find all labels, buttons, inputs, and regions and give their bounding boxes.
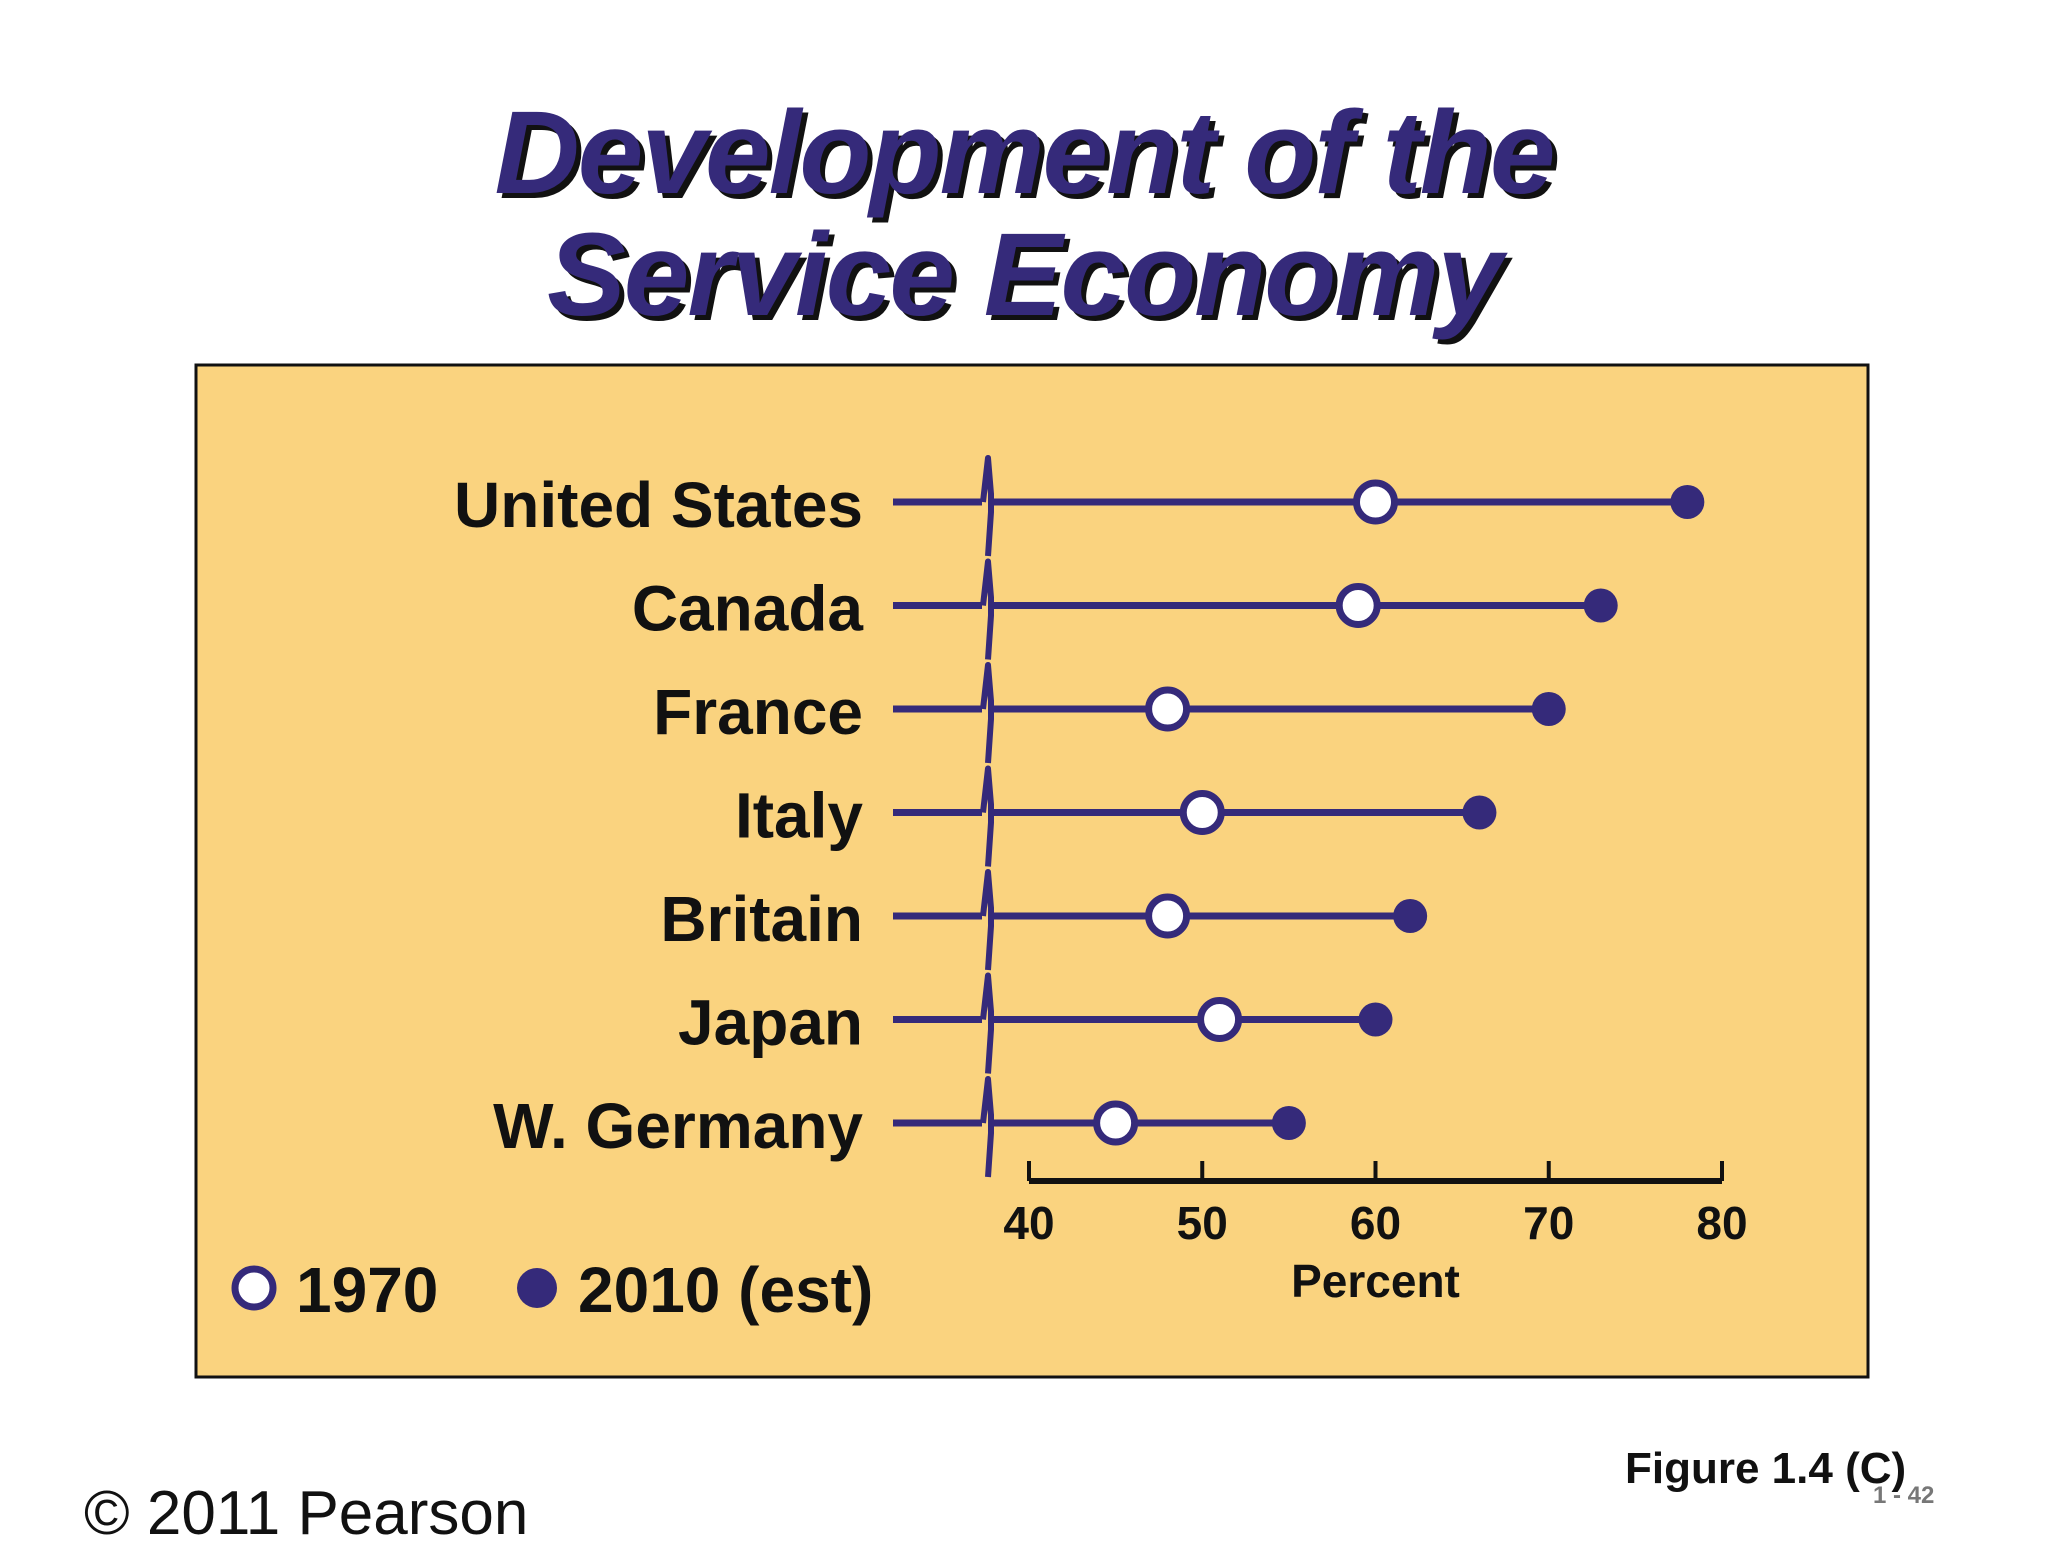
axis-break-mark <box>980 1076 994 1178</box>
marker-1970 <box>1335 583 1381 628</box>
title-line-2: Service Economy <box>547 209 1503 341</box>
legend-marker-1970 <box>231 1265 277 1311</box>
category-label: United States <box>454 469 863 541</box>
x-tick-label: 50 <box>1177 1197 1228 1249</box>
x-tick-label: 40 <box>1003 1197 1054 1249</box>
axis-break-mark <box>980 455 994 557</box>
row-france: France <box>653 662 1566 764</box>
category-label: Canada <box>632 573 864 645</box>
category-label: W. Germany <box>493 1090 863 1162</box>
legend-label-1970: 1970 <box>296 1254 438 1326</box>
marker-1970 <box>1179 790 1225 835</box>
legend-label-2010: 2010 (est) <box>578 1254 873 1326</box>
category-label: Japan <box>678 987 863 1059</box>
marker-2010 <box>1462 795 1497 830</box>
axis-break-mark <box>980 662 994 764</box>
marker-1970 <box>1145 893 1191 939</box>
marker-2010 <box>1393 899 1428 933</box>
slide-title: Development of the Service Economy <box>0 92 2048 336</box>
marker-2010 <box>1271 1106 1306 1140</box>
x-tick-label: 80 <box>1696 1197 1747 1249</box>
category-label: France <box>653 676 863 748</box>
axis-break-mark <box>980 869 994 971</box>
x-tick-label: 70 <box>1523 1197 1574 1249</box>
marker-1970 <box>1197 997 1243 1042</box>
marker-2010 <box>1670 485 1705 519</box>
axis-break-mark <box>980 972 994 1074</box>
row-italy: Italy <box>735 765 1497 867</box>
x-tick-label: 60 <box>1350 1197 1401 1249</box>
marker-2010 <box>1358 1002 1393 1037</box>
chart-panel <box>194 363 1870 1379</box>
rows-layer: United States Canada France Italy Britain Jap… <box>454 455 1705 1178</box>
legend-marker-2010 <box>517 1268 557 1308</box>
marker-1970 <box>1353 479 1398 525</box>
marker-2010 <box>1531 692 1566 726</box>
page-number: 1 - 42 <box>1873 1482 1935 1509</box>
marker-1970 <box>1093 1100 1139 1146</box>
axis-break-mark <box>980 558 994 660</box>
row-canada: Canada <box>632 558 1618 660</box>
row-britain: Britain <box>660 869 1428 971</box>
x-axis: 40 50 60 70 80 Percent <box>1003 1161 1748 1307</box>
marker-2010 <box>1583 588 1618 623</box>
category-label: Britain <box>660 883 863 955</box>
axis-break-mark <box>980 765 994 867</box>
marker-1970 <box>1145 686 1191 732</box>
row-w-germany: W. Germany <box>493 1076 1306 1178</box>
title-line-1: Development of the <box>494 87 1556 219</box>
row-japan: Japan <box>678 972 1393 1074</box>
category-label: Italy <box>735 780 863 852</box>
row-united-states: United States <box>454 455 1705 557</box>
legend: 1970 2010 (est) <box>231 1254 873 1326</box>
x-axis-title: Percent <box>1291 1255 1460 1307</box>
copyright-notice: © 2011 Pearson <box>84 1479 529 1548</box>
figure-label: Figure 1.4 (C) <box>1625 1444 1907 1493</box>
